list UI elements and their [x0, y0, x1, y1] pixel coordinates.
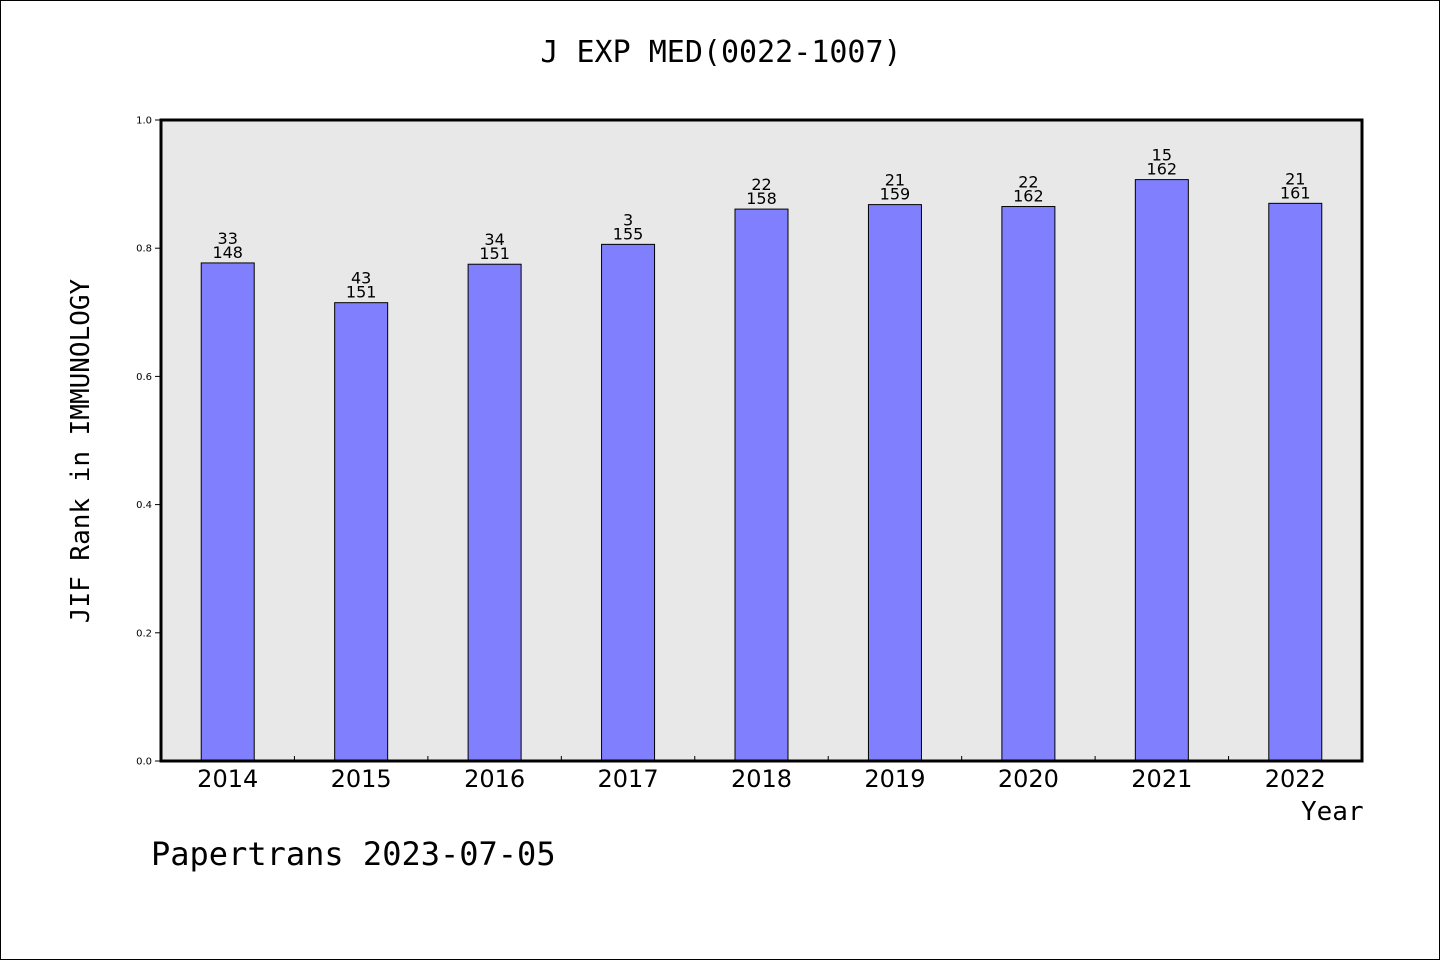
bar-rank-label: 22 — [751, 175, 771, 194]
bar-2018 — [734, 208, 789, 762]
x-tick-label: 2018 — [731, 765, 792, 793]
x-tick-label: 2021 — [1131, 765, 1192, 793]
bar-rank-label: 33 — [218, 229, 238, 248]
bar-total-label: 151 — [479, 244, 510, 263]
bar-rank-label: 21 — [1285, 169, 1305, 188]
plot-frame — [159, 118, 1364, 763]
y-tick-label: 0.0 — [136, 757, 152, 768]
bar-2021 — [1134, 179, 1189, 762]
bar-total-label: 161 — [1280, 183, 1311, 202]
bar-total-label: 162 — [1147, 160, 1178, 179]
x-tick-label: 2016 — [464, 765, 525, 793]
y-tick-label: 0.8 — [136, 244, 152, 255]
x-tick-label: 2014 — [197, 765, 258, 793]
bar-rank-label: 3 — [623, 210, 633, 229]
bar-2022 — [1268, 202, 1323, 762]
bar-rank-label: 43 — [351, 269, 371, 288]
bar-2015 — [334, 302, 389, 762]
bar-rank-label: 34 — [484, 230, 504, 249]
chart-title: J EXP MED(0022-1007) — [540, 35, 902, 70]
bar-2014 — [200, 262, 255, 762]
x-tick-label: 2017 — [598, 765, 659, 793]
bar-2020 — [1001, 206, 1056, 762]
bar-total-label: 159 — [880, 185, 911, 204]
bar-2017 — [601, 243, 656, 762]
x-axis-label: Year — [1301, 797, 1364, 827]
bar-total-label: 162 — [1013, 187, 1044, 206]
y-tick-label: 1.0 — [136, 116, 152, 127]
x-tick-label: 2015 — [331, 765, 392, 793]
bar-rank-label: 15 — [1152, 146, 1172, 165]
bar-total-label: 158 — [746, 189, 777, 208]
x-tick-label: 2020 — [998, 765, 1059, 793]
x-tick-label: 2022 — [1265, 765, 1326, 793]
bar-rank-label: 21 — [885, 171, 905, 190]
footer-text: Papertrans 2023-07-05 — [151, 835, 556, 873]
y-tick-label: 0.6 — [136, 372, 152, 383]
bar-rank-label: 22 — [1018, 173, 1038, 192]
bar-total-label: 155 — [613, 224, 644, 243]
y-tick-label: 0.4 — [136, 500, 152, 511]
x-tick-label: 2019 — [864, 765, 925, 793]
bar-total-label: 151 — [346, 283, 377, 302]
y-tick-label: 0.2 — [136, 628, 152, 639]
bar-2016 — [467, 263, 522, 762]
bar-2019 — [867, 204, 922, 762]
bar-total-label: 148 — [212, 243, 243, 262]
